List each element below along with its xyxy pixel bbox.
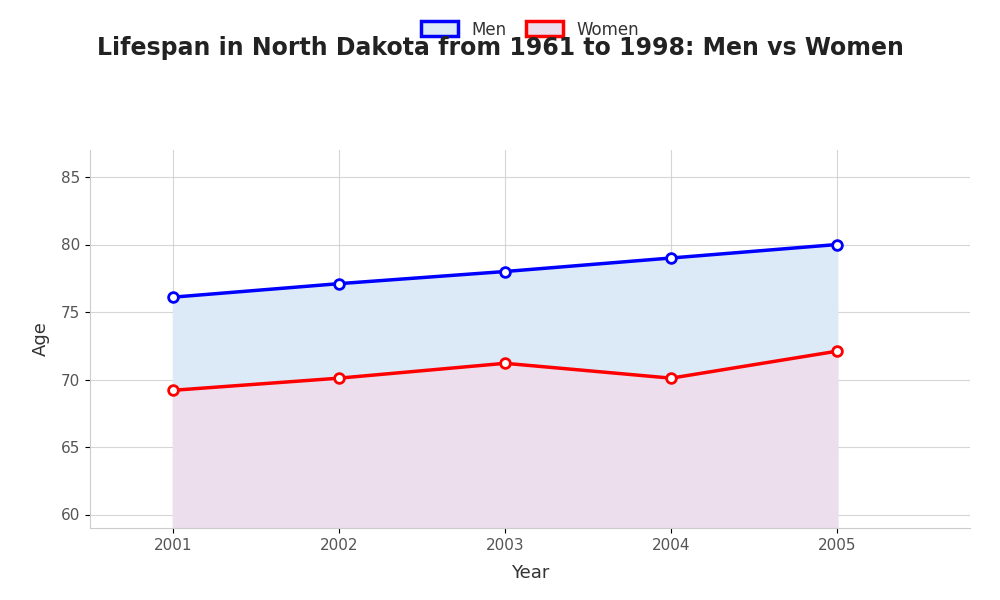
Legend: Men, Women: Men, Women (414, 14, 646, 45)
X-axis label: Year: Year (511, 564, 549, 582)
Y-axis label: Age: Age (32, 322, 50, 356)
Text: Lifespan in North Dakota from 1961 to 1998: Men vs Women: Lifespan in North Dakota from 1961 to 19… (97, 36, 903, 60)
